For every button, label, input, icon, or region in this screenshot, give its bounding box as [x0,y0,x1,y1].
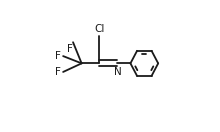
Text: Cl: Cl [94,24,105,34]
Text: N: N [114,67,121,77]
Text: F: F [55,51,61,61]
Text: F: F [55,67,61,77]
Text: F: F [66,44,72,54]
